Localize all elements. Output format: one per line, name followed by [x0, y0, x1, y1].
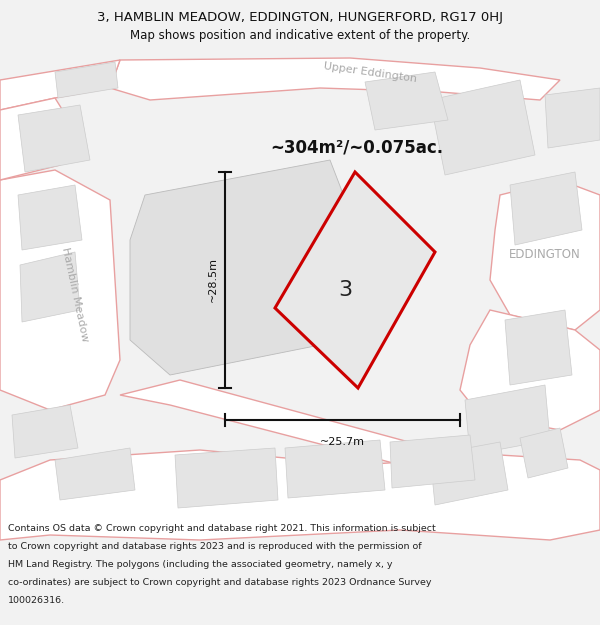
Polygon shape: [430, 442, 508, 505]
Text: ~25.7m: ~25.7m: [320, 437, 365, 447]
Polygon shape: [275, 172, 435, 388]
Text: Hamblin Meadow: Hamblin Meadow: [60, 247, 90, 343]
Polygon shape: [20, 252, 80, 322]
Polygon shape: [55, 62, 118, 98]
Polygon shape: [18, 105, 90, 172]
Text: ~28.5m: ~28.5m: [208, 258, 218, 302]
Polygon shape: [18, 185, 82, 250]
Text: ~304m²/~0.075ac.: ~304m²/~0.075ac.: [270, 139, 443, 157]
Polygon shape: [110, 58, 560, 100]
Text: 100026316.: 100026316.: [8, 596, 65, 605]
Polygon shape: [505, 310, 572, 385]
Polygon shape: [430, 80, 535, 175]
Polygon shape: [0, 98, 75, 180]
Polygon shape: [12, 405, 78, 458]
Polygon shape: [510, 172, 582, 245]
Text: HM Land Registry. The polygons (including the associated geometry, namely x, y: HM Land Registry. The polygons (includin…: [8, 560, 392, 569]
Text: co-ordinates) are subject to Crown copyright and database rights 2023 Ordnance S: co-ordinates) are subject to Crown copyr…: [8, 578, 431, 587]
Polygon shape: [520, 428, 568, 478]
Polygon shape: [490, 180, 600, 330]
Polygon shape: [390, 435, 475, 488]
Polygon shape: [0, 170, 120, 410]
Polygon shape: [545, 88, 600, 148]
Polygon shape: [0, 450, 600, 540]
Polygon shape: [120, 380, 490, 470]
Text: 3: 3: [338, 280, 353, 300]
Polygon shape: [130, 160, 380, 375]
Text: Map shows position and indicative extent of the property.: Map shows position and indicative extent…: [130, 29, 470, 41]
Polygon shape: [365, 72, 448, 130]
Text: 3, HAMBLIN MEADOW, EDDINGTON, HUNGERFORD, RG17 0HJ: 3, HAMBLIN MEADOW, EDDINGTON, HUNGERFORD…: [97, 11, 503, 24]
Text: EDDINGTON: EDDINGTON: [509, 249, 581, 261]
Polygon shape: [55, 448, 135, 500]
Text: Contains OS data © Crown copyright and database right 2021. This information is : Contains OS data © Crown copyright and d…: [8, 524, 436, 533]
Polygon shape: [465, 385, 550, 455]
Polygon shape: [175, 448, 278, 508]
Polygon shape: [0, 60, 120, 110]
Text: Upper Eddington: Upper Eddington: [323, 61, 417, 84]
Text: to Crown copyright and database rights 2023 and is reproduced with the permissio: to Crown copyright and database rights 2…: [8, 542, 422, 551]
Polygon shape: [460, 310, 600, 430]
Polygon shape: [285, 440, 385, 498]
